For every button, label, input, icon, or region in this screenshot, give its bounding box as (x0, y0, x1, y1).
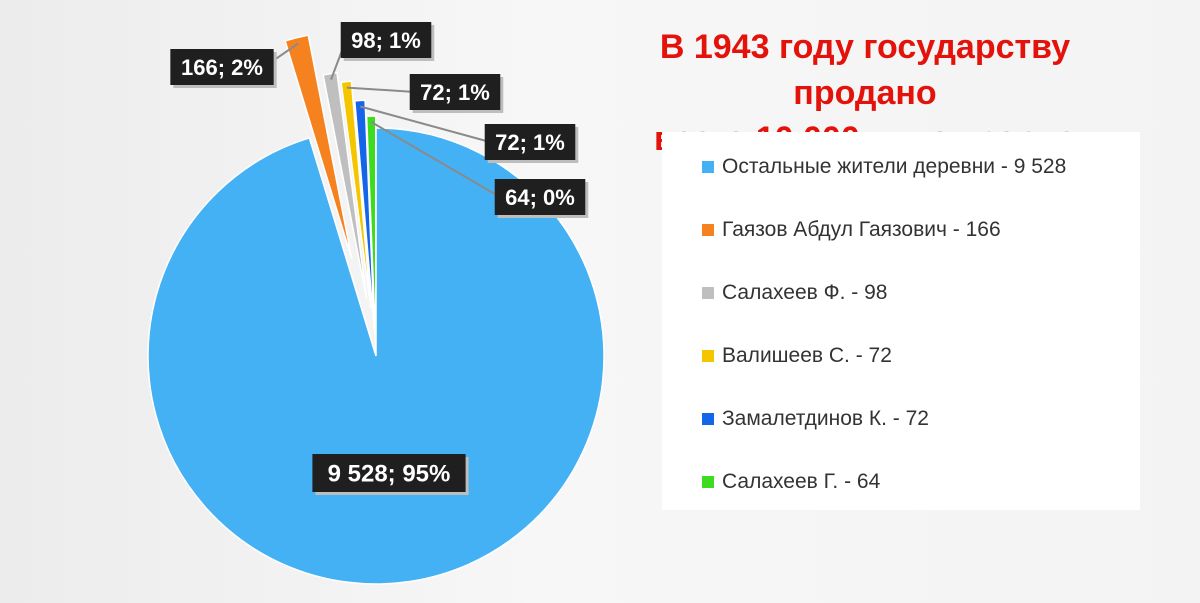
legend-swatch (702, 413, 714, 425)
pie-slice (365, 115, 377, 345)
legend-item: Замалетдинов К. - 72 (702, 404, 929, 434)
legend-item: Остальные жители деревни - 9 528 (702, 152, 1066, 182)
legend-swatch (702, 476, 714, 488)
legend-swatch (702, 287, 714, 299)
legend-label: Валишеев С. - 72 (722, 344, 892, 367)
data-label: 72; 1% (484, 124, 579, 163)
legend-item: Салахеев Ф. - 98 (702, 278, 887, 308)
legend-label: Замалетдинов К. - 72 (722, 407, 929, 430)
data-label: 98; 1% (340, 22, 435, 61)
data-label-text: 98; 1% (351, 28, 421, 53)
leader-line (346, 86, 416, 93)
title-line-1: В 1943 году государству продано (659, 28, 1071, 112)
legend: Остальные жители деревни - 9 528 Гаязов … (662, 132, 1140, 510)
pie-slice (147, 127, 605, 585)
legend-label: Салахеев Ф. - 98 (722, 281, 888, 304)
data-label-text: 9 528; 95% (328, 461, 451, 488)
legend-label: Гаязов Абдул Гаязович - 166 (722, 218, 1001, 241)
data-label: 166; 2% (170, 49, 277, 88)
data-label: 64; 0% (494, 179, 589, 218)
legend-item: Гаязов Абдул Гаязович - 166 (702, 215, 1001, 245)
legend-item: Салахеев Г. - 64 (702, 467, 880, 497)
legend-swatch (702, 161, 714, 173)
data-label-text: 64; 0% (505, 185, 575, 210)
pie-slice (353, 99, 375, 329)
legend-label: Остальные жители деревни - 9 528 (722, 155, 1067, 178)
data-label: 72; 1% (409, 74, 504, 113)
legend-label: Салахеев Г. - 64 (722, 470, 881, 493)
legend-swatch (702, 350, 714, 362)
legend-swatch (702, 224, 714, 236)
data-label-text: 166; 2% (181, 55, 263, 80)
leader-line (370, 121, 501, 198)
pie-slice (322, 71, 368, 299)
data-label: 9 528; 95% (312, 454, 469, 495)
data-label-text: 72; 1% (495, 130, 565, 155)
leader-line (360, 105, 491, 143)
pie-slice (284, 34, 353, 260)
data-label-text: 72; 1% (420, 80, 490, 105)
pie-slice (340, 80, 372, 309)
legend-item: Валишеев С. - 72 (702, 341, 892, 371)
